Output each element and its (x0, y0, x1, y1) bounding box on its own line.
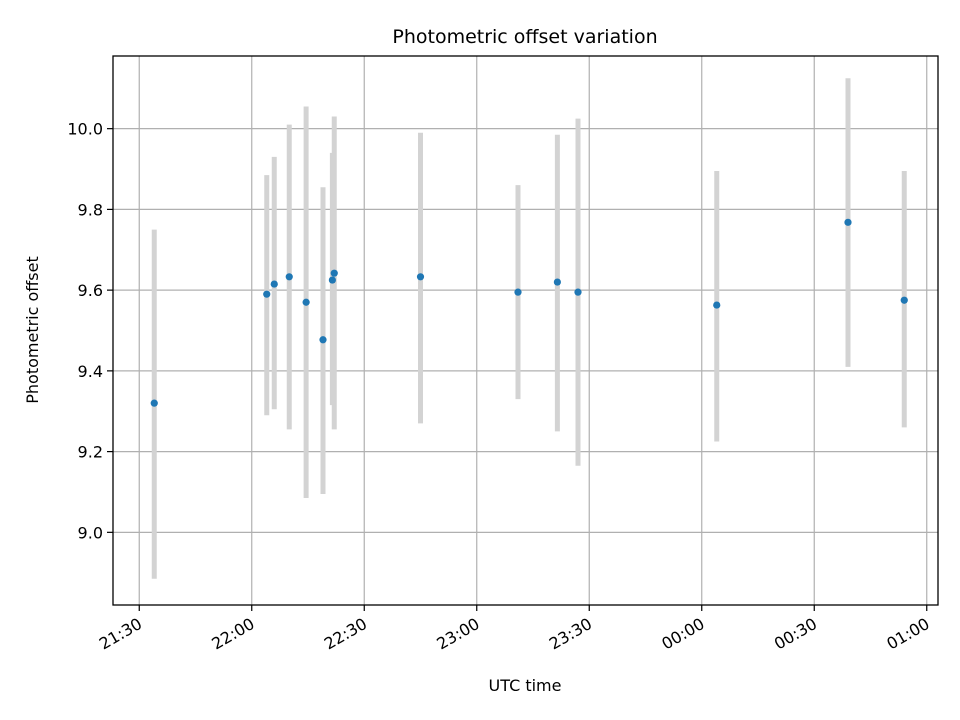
data-point (900, 296, 908, 304)
data-point (328, 276, 336, 284)
data-points (150, 218, 908, 407)
y-axis: 9.0 9.2 9.4 9.6 9.8 10.0 (67, 120, 113, 542)
y-tick-label: 9.8 (78, 200, 103, 219)
data-point (270, 280, 278, 288)
grid-lines (113, 56, 938, 605)
data-point (713, 301, 721, 309)
data-point (263, 290, 271, 298)
data-point (844, 218, 852, 226)
data-point (574, 288, 582, 296)
y-tick-label: 10.0 (67, 120, 103, 139)
data-point (416, 273, 425, 281)
y-tick-label: 9.0 (78, 523, 103, 542)
data-point (302, 298, 310, 306)
data-point (285, 273, 293, 281)
data-point (150, 399, 158, 407)
y-axis-label: Photometric offset (23, 256, 42, 404)
y-tick-label: 9.2 (78, 443, 103, 462)
chart-title: Photometric offset variation (392, 26, 657, 48)
data-point (319, 336, 327, 344)
data-point (553, 278, 561, 286)
data-point (330, 269, 338, 277)
y-tick-label: 9.4 (78, 362, 103, 381)
data-point (514, 288, 522, 296)
x-axis-label: UTC time (489, 676, 562, 695)
plot-frame (112, 55, 939, 606)
y-tick-label: 9.6 (78, 281, 103, 300)
